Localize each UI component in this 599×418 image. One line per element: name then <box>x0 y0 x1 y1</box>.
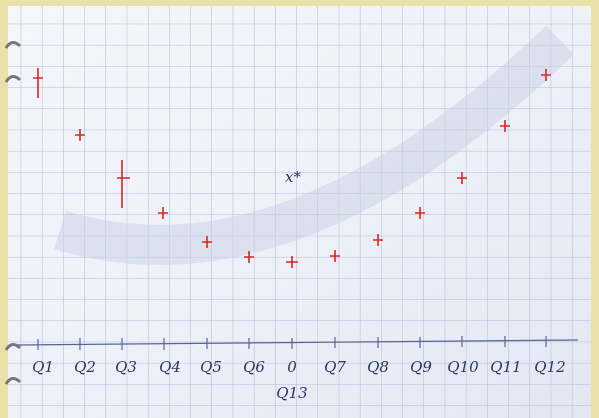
axis-label: Q1 <box>32 358 54 376</box>
axis-label: Q11 <box>490 358 521 376</box>
graph-paper-photo: x* Q13 Q1 Q2 Q3 Q4 Q5 Q6 0 Q7 Q8 Q9 Q10 Q11 Q12 <box>0 0 599 418</box>
annotation: x* <box>285 168 301 186</box>
axis-label: Q6 <box>243 358 265 376</box>
axis-label: Q8 <box>367 358 389 376</box>
page: x* Q13 Q1Q2Q3Q4Q5Q60Q7Q8Q9Q10Q11Q12 (() … <box>0 0 599 418</box>
axis-label: Q2 <box>74 358 96 376</box>
axis-label: Q9 <box>410 358 432 376</box>
axis-label: Q5 <box>200 358 222 376</box>
axis-label: Q4 <box>159 358 181 376</box>
axis-label: Q3 <box>115 358 137 376</box>
bottom-label: Q13 <box>276 384 307 402</box>
axis-label: Q7 <box>324 358 346 376</box>
axis-label: Q10 <box>447 358 479 376</box>
axis-label: 0 <box>287 358 297 376</box>
axis-label: Q12 <box>534 358 565 376</box>
